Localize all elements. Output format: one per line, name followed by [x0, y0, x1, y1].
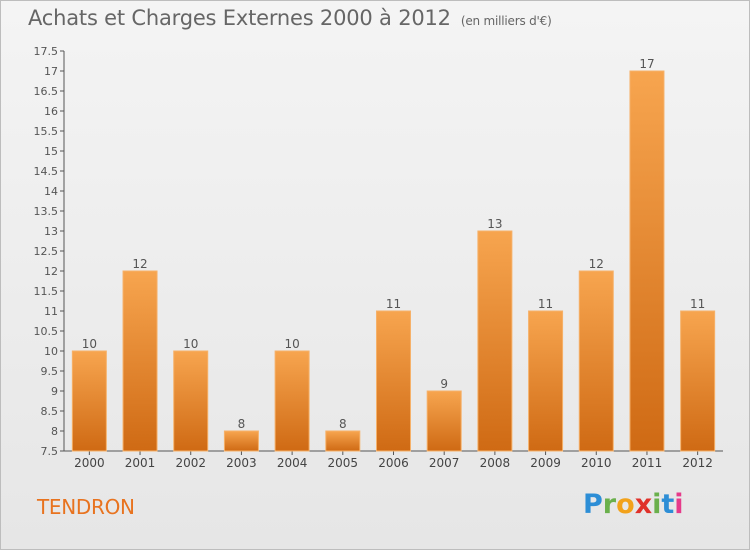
y-tick-label: 11	[44, 305, 58, 318]
bar-value-label: 8	[238, 417, 246, 431]
x-tick-label: 2006	[378, 456, 409, 470]
y-tick-label: 16	[44, 105, 58, 118]
chart-title-row: Achats et Charges Externes 2000 à 2012 (e…	[28, 6, 552, 30]
x-tick-label: 2012	[682, 456, 713, 470]
x-tick-label: 2005	[328, 456, 359, 470]
y-tick-label: 15.5	[34, 125, 59, 138]
y-tick-label: 13	[44, 225, 58, 238]
bar-2002	[173, 350, 209, 452]
bar-value-label: 12	[132, 257, 147, 271]
x-tick-label: 2007	[429, 456, 460, 470]
x-tick-label: 2002	[175, 456, 206, 470]
chart-subtitle: (en milliers d'€)	[460, 14, 552, 28]
bar-value-label: 10	[284, 337, 299, 351]
bar-2003	[223, 430, 259, 452]
x-tick-label: 2004	[277, 456, 308, 470]
bar-2006	[376, 310, 411, 452]
proxiti-logo: Proxiti	[583, 489, 684, 520]
y-tick-label: 14	[44, 185, 58, 198]
x-tick-label: 2001	[125, 456, 156, 470]
y-tick-label: 15	[44, 145, 58, 158]
bar-2000	[71, 350, 107, 452]
y-tick-label: 9	[51, 385, 58, 398]
bar-2009	[528, 310, 564, 452]
bar-2004	[274, 350, 310, 452]
bars	[71, 70, 716, 452]
bar-2011	[629, 70, 665, 452]
bar-value-label: 9	[440, 377, 448, 391]
y-tick-label: 14.5	[34, 165, 59, 178]
bar-2001	[122, 270, 158, 452]
bar-value-label: 10	[183, 337, 198, 351]
y-tick-label: 17	[44, 65, 58, 78]
y-tick-label: 13.5	[34, 205, 59, 218]
chart-title: Achats et Charges Externes 2000 à 2012	[28, 6, 451, 30]
bar-value-label: 8	[339, 417, 347, 431]
x-tick-label: 2000	[74, 456, 105, 470]
bar-value-label: 12	[589, 257, 604, 271]
y-tick-label: 17.5	[34, 45, 59, 58]
y-tick-label: 11.5	[34, 285, 59, 298]
x-tick-label: 2003	[226, 456, 257, 470]
y-tick-label: 12.5	[34, 245, 59, 258]
bar-2007	[426, 390, 462, 452]
bar-value-label: 10	[82, 337, 97, 351]
bar-value-label: 11	[386, 297, 401, 311]
x-tick-label: 2008	[480, 456, 511, 470]
y-tick-label: 8	[51, 425, 58, 438]
bar-2012	[680, 310, 716, 452]
bar-value-label: 11	[538, 297, 553, 311]
commune-name: TENDRON	[37, 495, 135, 519]
x-tick-label: 2009	[530, 456, 561, 470]
y-tick-label: 8.5	[41, 405, 59, 418]
labels: 10 2000 12 2001 10 2002 8 2003 10 2004 8 2005 11 2006…	[74, 57, 713, 470]
y-tick-label: 16.5	[34, 85, 59, 98]
bar-2008	[477, 230, 513, 452]
bar-value-label: 13	[487, 217, 502, 231]
x-tick-label: 2010	[581, 456, 612, 470]
bar-value-label: 17	[639, 57, 654, 71]
y-tick-label: 7.5	[41, 445, 59, 458]
bar-2010	[578, 270, 614, 452]
y-tick-label: 12	[44, 265, 58, 278]
y-tick-label: 10	[44, 345, 58, 358]
x-tick-label: 2011	[632, 456, 663, 470]
bar-value-label: 11	[690, 297, 705, 311]
bar-2005	[325, 430, 361, 452]
y-tick-label: 9.5	[41, 365, 59, 378]
axes: 7.5 8 8.5 9 9.5 10 10.5 11 11.5 12 12.5 13 13.5 14 14.…	[34, 45, 723, 458]
y-tick-label: 10.5	[34, 325, 59, 338]
